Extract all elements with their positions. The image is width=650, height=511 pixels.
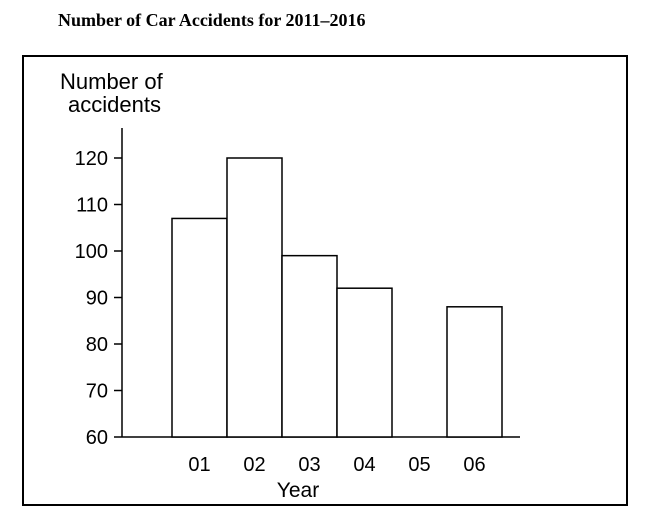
x-tick-label: 05 [408, 454, 430, 476]
chart-title: Number of Car Accidents for 2011–2016 [58, 10, 366, 30]
x-tick-label: 04 [353, 454, 375, 476]
y-tick-label: 110 [76, 195, 108, 217]
x-tick-label: 06 [463, 454, 485, 476]
bar-06 [446, 306, 503, 438]
y-tick-label: 120 [75, 148, 108, 170]
bar-02 [226, 157, 283, 438]
x-tick-label: 01 [188, 454, 210, 476]
y-tick-label: 60 [86, 427, 108, 449]
bar-03 [281, 254, 338, 438]
bar-01 [171, 217, 228, 438]
y-tick-label: 70 [86, 381, 108, 403]
y-tick-label: 100 [75, 241, 108, 263]
y-axis-label: accidents [68, 92, 161, 117]
bars [171, 157, 503, 438]
bar-04 [336, 287, 393, 438]
x-tick-label: 02 [243, 454, 265, 476]
y-axis-label: Number of [60, 69, 164, 94]
x-tick-label: 03 [298, 454, 320, 476]
chart-frame [22, 55, 628, 506]
y-tick-label: 80 [86, 334, 108, 356]
y-tick-label: 90 [86, 288, 108, 310]
x-axis-label: Year [277, 479, 319, 502]
